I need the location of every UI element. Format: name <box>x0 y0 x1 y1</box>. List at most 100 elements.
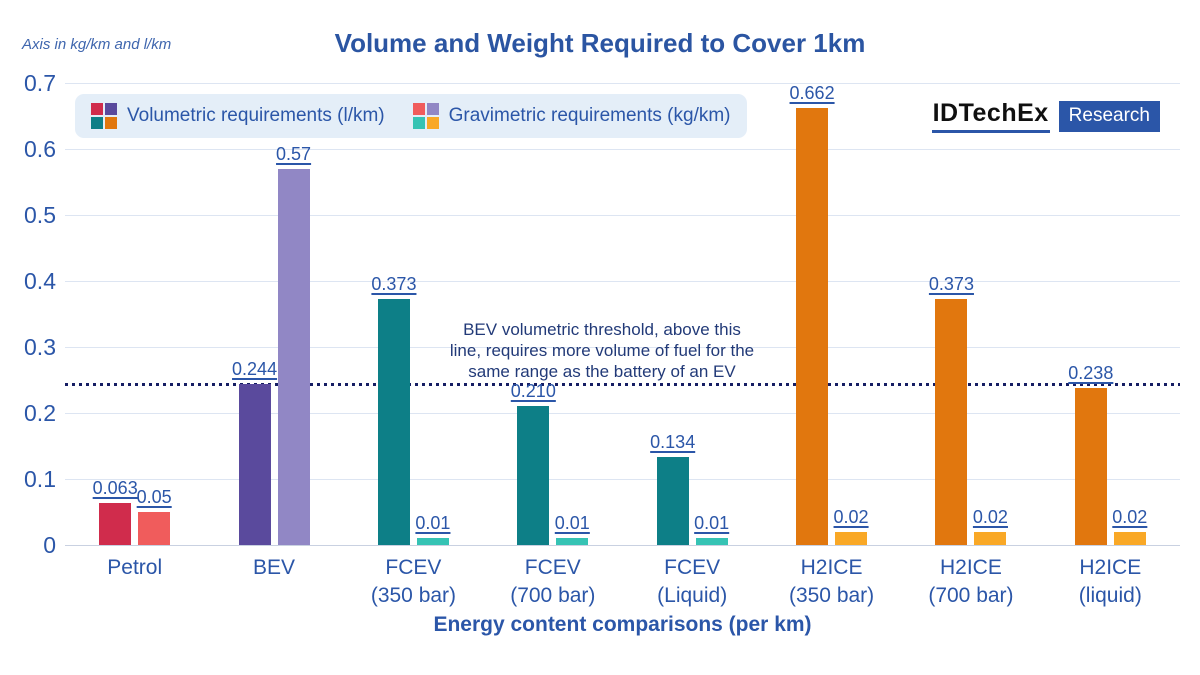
gridline <box>65 479 1180 480</box>
bar-group: 0.373 0.01 FCEV (350 bar) <box>344 83 483 608</box>
bar-groups: 0.063 0.05 Petrol 0.244 0.57 BEV 0.373 0.01 FCEV… <box>65 83 1180 608</box>
legend-swatch <box>426 103 439 115</box>
y-axis-tick-label: 0 <box>43 532 56 558</box>
category-label-line: FCEV <box>385 556 442 579</box>
gravimetric-bar: 0.01 <box>694 513 729 545</box>
category-label-line: (700 bar) <box>928 584 1014 608</box>
gridline <box>65 149 1180 150</box>
legend-swatch <box>105 103 117 115</box>
category-label-line: (350 bar) <box>788 584 875 608</box>
gravimetric-bar: 0.05 <box>137 487 172 545</box>
bar-value-label: 0.01 <box>415 513 451 534</box>
legend-item: Gravimetric requirements (kg/km) <box>412 103 731 129</box>
legend-swatch <box>426 117 439 129</box>
brand-logo: IDTechEx Research <box>931 99 1160 133</box>
legend-item-label: Gravimetric requirements (kg/km) <box>448 105 731 126</box>
legend-item-label: Volumetric requirements (l/km) <box>127 105 385 126</box>
threshold-line <box>65 382 1180 386</box>
bar-value-label: 0.01 <box>554 513 590 534</box>
gridline <box>65 545 1180 546</box>
gravimetric-bar: 0.02 <box>834 507 869 545</box>
y-axis-tick-label: 0.5 <box>24 202 56 228</box>
category-label-line: Petrol <box>107 556 163 579</box>
volumetric-bar: 0.238 <box>1068 363 1113 545</box>
legend-swatch <box>105 117 117 129</box>
category-label-line: FCEV <box>664 556 721 579</box>
category-label-line: H2ICE <box>940 556 1002 579</box>
brand-name: IDTechEx <box>931 99 1050 133</box>
legend-swatch-grid <box>91 103 117 129</box>
bar-value-label: 0.662 <box>789 83 835 104</box>
x-axis-label: Energy content comparisons (per km) <box>433 613 812 636</box>
category-label: Petrol <box>107 554 162 582</box>
bar-value-label: 0.134 <box>650 431 696 452</box>
category-label: BEV <box>253 554 295 582</box>
category-label-line: H2ICE <box>800 556 863 579</box>
gridline <box>65 83 1180 84</box>
y-axis-tick-label: 0.4 <box>24 268 56 294</box>
y-axis-unit-note: Axis in kg/km and l/km <box>22 36 172 53</box>
bar-group: 0.063 0.05 Petrol <box>65 83 204 579</box>
annotation-line: BEV volumetric threshold, above this <box>463 320 741 339</box>
gravimetric-bar: 0.01 <box>555 513 590 545</box>
bar-value-label: 0.01 <box>694 513 730 534</box>
bar-group: 0.134 0.01 FCEV (Liquid) <box>623 83 762 608</box>
brand-badge: Research <box>1058 100 1160 132</box>
volumetric-bar: 0.662 <box>790 83 835 545</box>
category-label: H2ICE (liquid) <box>1079 554 1142 611</box>
legend-swatch <box>412 103 425 115</box>
annotation-line: same range as the battery of an EV <box>468 362 736 381</box>
volumetric-bar: 0.210 <box>511 381 556 545</box>
gridline <box>65 413 1180 414</box>
category-label-line: (Liquid) <box>657 584 728 608</box>
bar-value-label: 0.373 <box>371 273 417 294</box>
bar-value-label: 0.57 <box>276 143 312 164</box>
y-axis-tick-label: 0.2 <box>24 400 56 426</box>
category-label-line: H2ICE <box>1079 556 1142 579</box>
bar-value-label: 0.063 <box>92 478 138 499</box>
bar-value-label: 0.373 <box>928 273 974 294</box>
volumetric-bar: 0.244 <box>232 359 277 545</box>
chart-title: Volume and Weight Required to Cover 1km <box>334 28 866 58</box>
category-label: FCEV (Liquid) <box>657 554 727 611</box>
bar-value-label: 0.02 <box>1112 506 1148 527</box>
gravimetric-bar: 0.01 <box>415 513 450 545</box>
legend-swatch <box>412 117 425 129</box>
bar-value-label: 0.244 <box>232 358 278 379</box>
bar-value-label: 0.238 <box>1068 362 1114 383</box>
y-axis-tick-label: 0.1 <box>24 466 56 492</box>
legend: Volumetric requirements (l/km) Gravimetri… <box>75 94 747 138</box>
category-label-line: (350 bar) <box>370 584 457 608</box>
y-axis-tick-label: 0.3 <box>24 334 56 360</box>
bar-group: 0.244 0.57 BEV <box>204 83 343 579</box>
category-label-line: BEV <box>253 556 296 579</box>
volumetric-bar: 0.373 <box>371 274 416 545</box>
bar-group: 0.662 0.02 H2ICE (350 bar) <box>762 83 901 607</box>
bar-value-label: 0.05 <box>136 487 172 507</box>
legend-swatch-grid <box>412 103 439 129</box>
bar-group: 0.373 0.02 H2ICE (700 bar) <box>901 83 1040 608</box>
bar-group: 0.210 0.01 FCEV (700 bar) <box>483 83 622 607</box>
volumetric-bar: 0.134 <box>650 432 695 545</box>
annotation-line: line, requires more volume of fuel for t… <box>449 341 755 360</box>
category-label: H2ICE (700 bar) <box>928 554 1013 611</box>
volumetric-bar: 0.373 <box>929 274 974 545</box>
gridline <box>65 215 1180 216</box>
gridline <box>65 281 1180 282</box>
category-label-line: FCEV <box>524 556 581 579</box>
bar-value-label: 0.210 <box>510 381 556 402</box>
volumetric-bar: 0.063 <box>93 478 138 545</box>
gravimetric-bar: 0.02 <box>1112 507 1147 545</box>
threshold-annotation: BEV volumetric threshold, above this lin… <box>450 319 754 382</box>
bar-value-label: 0.02 <box>833 506 869 527</box>
bar-value-label: 0.02 <box>972 506 1008 527</box>
legend-swatch <box>91 103 103 115</box>
category-label: H2ICE (350 bar) <box>789 554 874 611</box>
bar-group: 0.238 0.02 H2ICE (liquid) <box>1041 83 1180 607</box>
y-axis-tick-label: 0.6 <box>24 136 56 162</box>
category-label: FCEV (700 bar) <box>510 554 595 611</box>
category-label-line: (700 bar) <box>510 584 596 608</box>
legend-item: Volumetric requirements (l/km) <box>91 103 385 129</box>
